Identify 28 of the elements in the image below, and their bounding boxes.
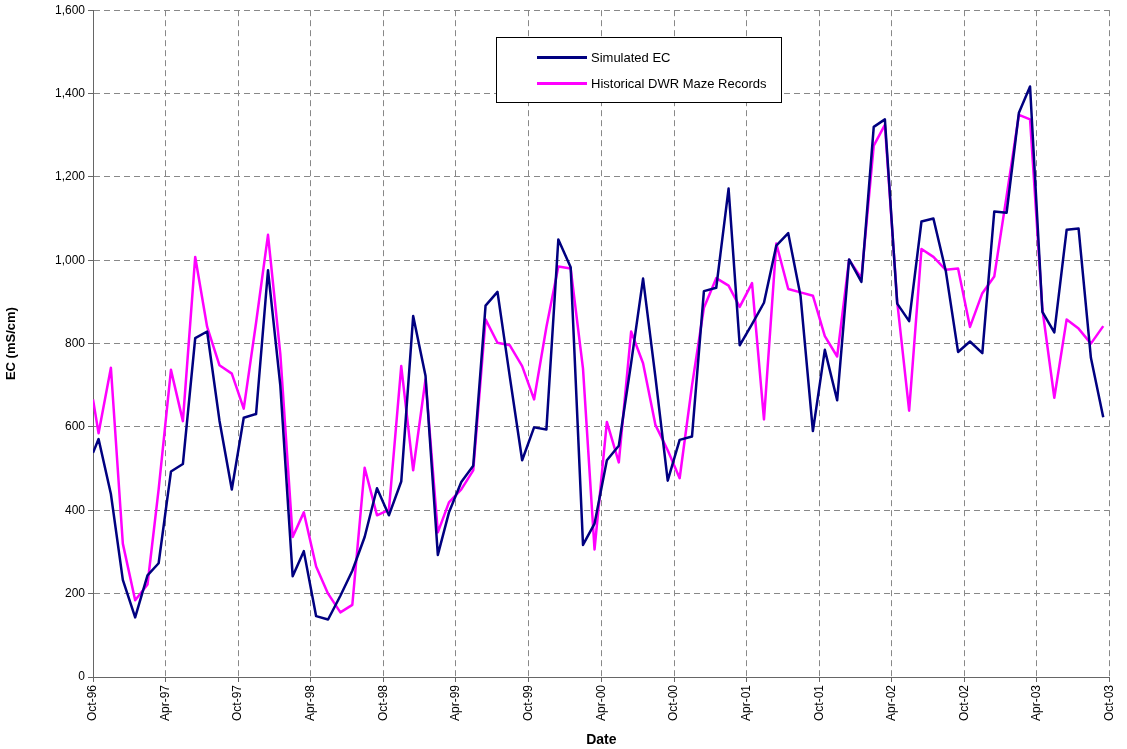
y-tick-label: 1,000 xyxy=(54,252,86,267)
x-tick-label: Oct-96 xyxy=(85,684,100,722)
x-tick-label: Apr-98 xyxy=(302,684,317,722)
x-tick-label: Oct-00 xyxy=(666,684,681,722)
x-tick-label: Apr-02 xyxy=(883,684,898,722)
y-tick-label: 800 xyxy=(64,335,86,350)
legend-label: Historical DWR Maze Records xyxy=(591,75,767,91)
x-tick-label: Oct-98 xyxy=(375,684,390,722)
legend-label: Simulated EC xyxy=(591,49,671,65)
y-tick-label: 0 xyxy=(78,669,86,684)
x-tick-label: Apr-01 xyxy=(738,684,753,722)
y-tick-label: 1,200 xyxy=(54,169,86,184)
x-tick-label: Oct-01 xyxy=(811,684,826,722)
y-axis-title: EC (mS/cm) xyxy=(3,307,19,381)
x-tick-label: Apr-00 xyxy=(593,684,608,722)
x-tick-label: Apr-97 xyxy=(157,684,172,722)
x-tick-label: Apr-99 xyxy=(448,684,463,722)
y-tick-label: 1,400 xyxy=(54,85,86,100)
y-tick-label: 600 xyxy=(64,419,86,434)
y-tick-label: 200 xyxy=(64,585,86,600)
x-tick-label: Oct-97 xyxy=(230,684,245,722)
x-tick-label: Oct-02 xyxy=(956,684,971,722)
y-tick-label: 1,600 xyxy=(54,2,86,17)
y-tick-label: 400 xyxy=(64,502,86,517)
x-tick-label: Oct-99 xyxy=(520,684,535,722)
x-tick-label: Oct-03 xyxy=(1101,684,1116,722)
x-tick-label: Apr-03 xyxy=(1029,684,1044,722)
x-axis-title: Date xyxy=(586,731,617,748)
